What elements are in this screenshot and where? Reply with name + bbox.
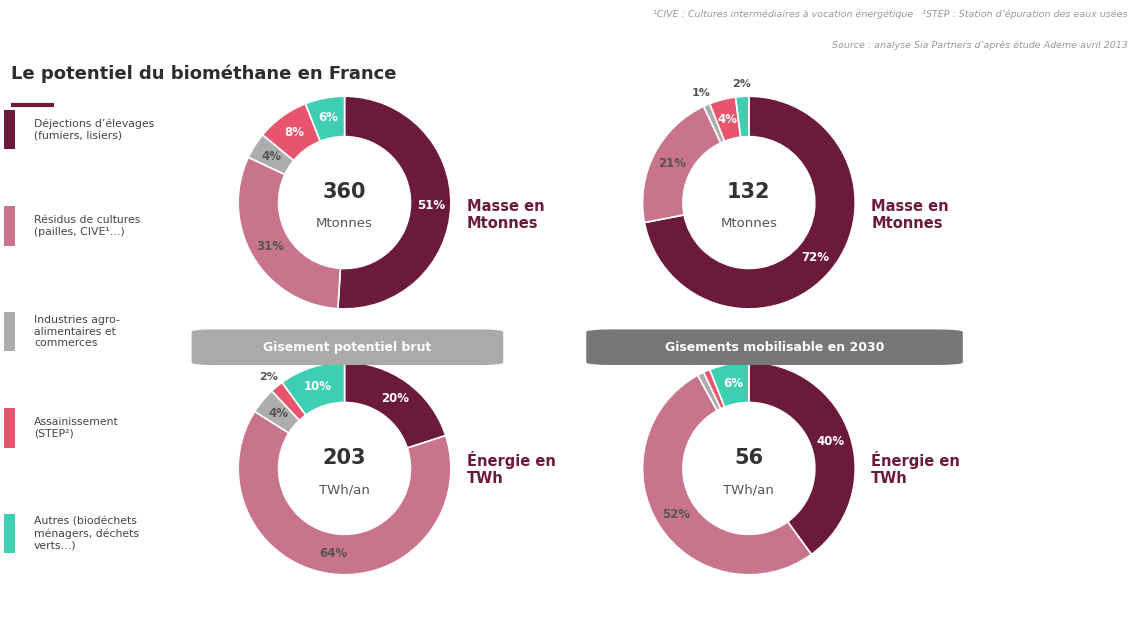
Text: Gisements mobilisable en 2030: Gisements mobilisable en 2030 — [665, 341, 884, 354]
Wedge shape — [255, 391, 300, 433]
Text: 10%: 10% — [304, 380, 331, 393]
Text: Industries agro-
alimentaires et
commerces: Industries agro- alimentaires et commerc… — [34, 315, 120, 348]
Text: 132: 132 — [727, 182, 771, 202]
Text: Déjections d’élevages
(fumiers, lisiers): Déjections d’élevages (fumiers, lisiers) — [34, 118, 154, 141]
Wedge shape — [645, 96, 855, 309]
Text: ¹CIVE : Cultures intermédiaires à vocation énergétique   ²STEP : Station d’épura: ¹CIVE : Cultures intermédiaires à vocati… — [653, 9, 1128, 19]
Text: 360: 360 — [322, 182, 367, 202]
Bar — [5, 110, 15, 149]
Text: 1%: 1% — [686, 357, 704, 367]
Text: Mtonnes: Mtonnes — [721, 217, 777, 230]
Text: Résidus de cultures
(pailles, CIVE¹…): Résidus de cultures (pailles, CIVE¹…) — [34, 215, 140, 237]
Text: 51%: 51% — [417, 199, 444, 212]
Bar — [5, 408, 15, 448]
Text: Énergie en
TWh: Énergie en TWh — [871, 451, 960, 486]
Text: Énergie en
TWh: Énergie en TWh — [467, 451, 556, 486]
FancyBboxPatch shape — [191, 329, 503, 365]
Text: 31%: 31% — [256, 240, 285, 253]
Wedge shape — [248, 135, 294, 175]
Text: 64%: 64% — [320, 548, 347, 560]
Wedge shape — [710, 362, 748, 407]
Text: 1%: 1% — [693, 88, 711, 98]
Text: TWh/an: TWh/an — [319, 483, 370, 496]
Wedge shape — [338, 96, 451, 309]
Wedge shape — [238, 157, 341, 309]
Text: 20%: 20% — [382, 392, 409, 405]
Wedge shape — [272, 382, 305, 420]
Wedge shape — [282, 362, 345, 415]
Wedge shape — [748, 362, 855, 555]
Wedge shape — [642, 375, 811, 575]
Wedge shape — [704, 370, 724, 409]
Text: 1%: 1% — [693, 354, 711, 364]
Text: 4%: 4% — [268, 407, 288, 420]
Text: Le potentiel du biométhane en France: Le potentiel du biométhane en France — [11, 65, 396, 83]
Wedge shape — [305, 96, 345, 141]
Text: 8%: 8% — [284, 127, 304, 139]
Text: 6%: 6% — [723, 377, 743, 391]
Text: Source : analyse Sia Partners d’après étude Ademe avril 2013: Source : analyse Sia Partners d’après ét… — [831, 41, 1128, 50]
Wedge shape — [736, 96, 749, 137]
Bar — [5, 514, 15, 553]
Wedge shape — [698, 372, 721, 411]
Text: 2%: 2% — [732, 78, 751, 89]
Text: 21%: 21% — [658, 157, 686, 170]
Wedge shape — [704, 104, 724, 143]
Text: 203: 203 — [322, 448, 367, 468]
Text: 4%: 4% — [262, 150, 281, 163]
Text: 6%: 6% — [319, 111, 338, 125]
Text: Masse en
Mtonnes: Masse en Mtonnes — [467, 199, 544, 232]
Text: 40%: 40% — [817, 436, 845, 448]
Text: 56: 56 — [735, 448, 763, 468]
Bar — [5, 206, 15, 246]
Text: 52%: 52% — [662, 508, 690, 521]
Wedge shape — [642, 106, 721, 222]
Text: 4%: 4% — [718, 113, 737, 125]
Wedge shape — [263, 104, 320, 161]
Text: 72%: 72% — [801, 251, 829, 264]
Text: Assainissement
(STEP²): Assainissement (STEP²) — [34, 417, 118, 439]
Text: Masse en
Mtonnes: Masse en Mtonnes — [871, 199, 949, 232]
Bar — [5, 312, 15, 351]
FancyBboxPatch shape — [587, 329, 962, 365]
Text: 2%: 2% — [260, 372, 278, 382]
Text: Autres (biodéchets
ménagers, déchets
verts…): Autres (biodéchets ménagers, déchets ver… — [34, 517, 139, 551]
Text: Mtonnes: Mtonnes — [317, 217, 372, 230]
Text: Gisement potentiel brut: Gisement potentiel brut — [263, 341, 432, 354]
Wedge shape — [238, 411, 451, 575]
Text: TWh/an: TWh/an — [723, 483, 775, 496]
Wedge shape — [344, 362, 445, 448]
Wedge shape — [710, 97, 740, 141]
